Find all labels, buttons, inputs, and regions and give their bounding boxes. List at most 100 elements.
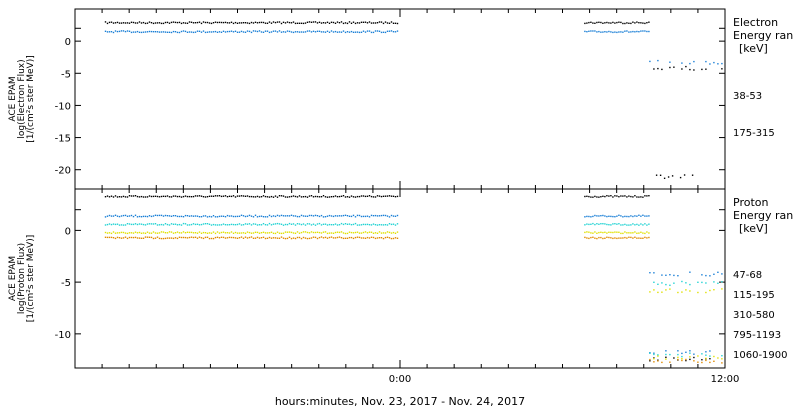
data-point bbox=[594, 195, 596, 198]
data-point bbox=[310, 31, 313, 33]
data-point bbox=[396, 30, 399, 32]
data-point bbox=[260, 224, 263, 226]
data-point bbox=[626, 22, 628, 24]
data-point bbox=[681, 352, 683, 355]
data-point bbox=[312, 231, 315, 234]
data-point bbox=[588, 195, 590, 198]
data-point bbox=[114, 214, 117, 216]
data-point bbox=[638, 224, 640, 226]
data-point bbox=[384, 236, 387, 239]
data-point bbox=[594, 223, 596, 226]
data-point bbox=[172, 21, 175, 23]
data-point bbox=[166, 21, 169, 24]
data-point bbox=[130, 223, 133, 226]
data-point bbox=[334, 195, 337, 197]
data-point bbox=[202, 30, 205, 32]
data-point bbox=[252, 237, 255, 239]
data-point bbox=[104, 216, 107, 218]
data-point bbox=[632, 30, 634, 33]
data-point bbox=[616, 223, 618, 225]
data-point bbox=[653, 281, 655, 283]
data-point bbox=[588, 215, 590, 218]
data-point bbox=[394, 22, 397, 24]
data-point bbox=[222, 215, 225, 217]
data-point bbox=[190, 215, 193, 217]
data-point bbox=[210, 224, 213, 226]
legend-entry-310-580: 310-580 bbox=[733, 310, 775, 321]
data-point bbox=[344, 31, 347, 34]
data-point bbox=[254, 237, 257, 239]
data-point bbox=[713, 360, 715, 362]
data-point bbox=[186, 215, 189, 217]
data-point bbox=[130, 236, 133, 239]
data-point bbox=[128, 195, 131, 197]
data-point bbox=[210, 216, 213, 218]
data-point bbox=[108, 214, 111, 217]
data-point bbox=[196, 232, 199, 234]
data-point bbox=[190, 31, 193, 33]
data-point bbox=[192, 215, 195, 217]
data-point bbox=[142, 21, 145, 24]
data-point bbox=[586, 195, 588, 197]
data-point bbox=[252, 22, 255, 24]
data-point bbox=[260, 215, 263, 217]
data-point bbox=[126, 223, 129, 225]
data-point bbox=[356, 214, 359, 217]
data-point bbox=[262, 231, 265, 233]
data-point bbox=[236, 22, 239, 24]
data-point bbox=[342, 237, 345, 240]
data-point bbox=[150, 195, 153, 198]
data-point bbox=[250, 215, 253, 217]
data-point bbox=[258, 196, 261, 198]
data-point bbox=[386, 236, 389, 238]
data-point bbox=[218, 237, 221, 239]
data-point bbox=[671, 175, 674, 177]
data-point bbox=[584, 236, 586, 239]
data-point bbox=[648, 195, 650, 197]
data-point bbox=[248, 231, 251, 234]
data-point bbox=[190, 223, 193, 226]
data-point bbox=[118, 215, 121, 218]
data-point bbox=[208, 223, 211, 225]
data-point bbox=[312, 215, 315, 217]
data-point bbox=[628, 22, 630, 24]
data-point bbox=[274, 30, 277, 32]
data-point bbox=[602, 31, 604, 33]
data-point bbox=[272, 237, 275, 239]
data-point bbox=[288, 215, 291, 217]
data-point bbox=[192, 223, 195, 225]
data-point bbox=[180, 236, 183, 239]
data-point bbox=[717, 63, 719, 65]
data-point bbox=[685, 282, 687, 284]
data-point bbox=[378, 224, 381, 226]
data-point bbox=[683, 174, 686, 176]
data-point bbox=[274, 195, 277, 197]
data-point bbox=[292, 215, 295, 217]
data-point bbox=[644, 30, 646, 32]
data-point bbox=[178, 232, 181, 234]
data-point bbox=[156, 224, 159, 226]
data-point bbox=[338, 231, 341, 234]
data-point bbox=[278, 223, 281, 225]
data-point bbox=[622, 237, 624, 239]
data-point bbox=[640, 22, 642, 24]
data-point bbox=[184, 236, 187, 239]
data-point bbox=[653, 272, 655, 274]
data-point bbox=[681, 68, 683, 70]
data-point bbox=[106, 22, 109, 25]
data-point bbox=[653, 352, 655, 354]
data-point bbox=[653, 289, 655, 291]
data-point bbox=[606, 215, 608, 218]
data-point bbox=[242, 237, 245, 239]
data-point bbox=[304, 231, 307, 233]
data-point bbox=[632, 21, 634, 23]
data-point bbox=[370, 195, 373, 198]
data-point bbox=[238, 232, 241, 234]
data-point bbox=[394, 237, 397, 239]
data-point bbox=[314, 236, 317, 239]
data-point bbox=[334, 231, 337, 234]
data-point bbox=[232, 232, 235, 234]
data-point bbox=[292, 237, 295, 239]
data-point bbox=[126, 215, 129, 217]
data-point bbox=[390, 30, 393, 32]
